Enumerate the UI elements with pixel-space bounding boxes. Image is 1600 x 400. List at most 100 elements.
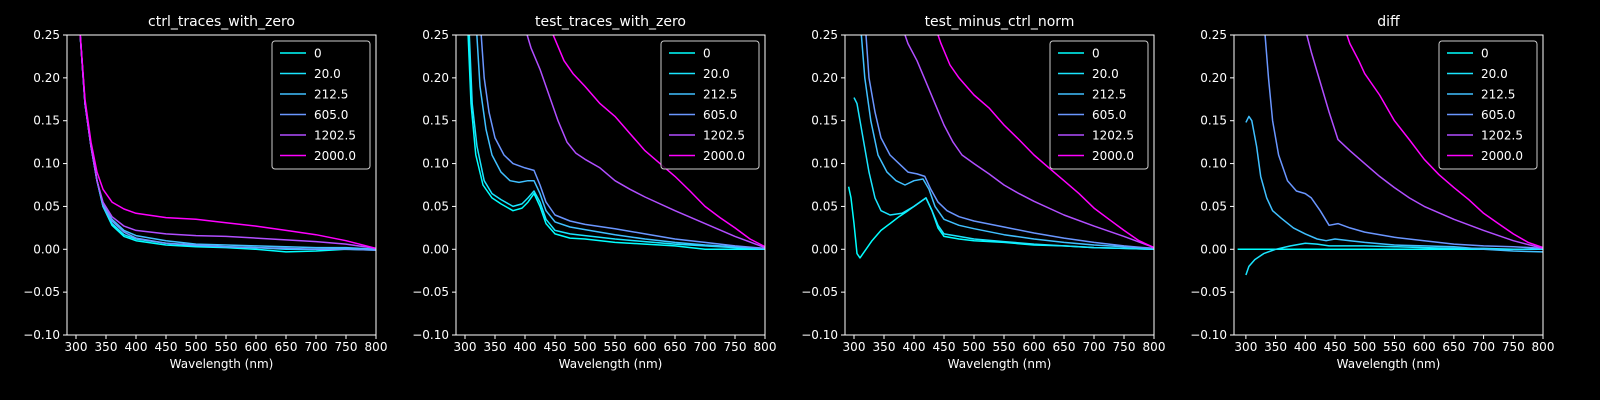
x-tick-label: 400 bbox=[903, 340, 926, 354]
y-tick-label: 0.10 bbox=[811, 157, 838, 171]
series-group bbox=[79, 35, 376, 253]
x-tick-label: 400 bbox=[514, 340, 537, 354]
legend-entry: 2000.0 bbox=[1092, 149, 1134, 163]
x-tick-label: 350 bbox=[484, 340, 507, 354]
legend-entry: 212.5 bbox=[1481, 88, 1515, 102]
x-tick-label: 750 bbox=[1113, 340, 1136, 354]
x-tick-label: 550 bbox=[604, 340, 627, 354]
x-tick-label: 450 bbox=[933, 340, 956, 354]
legend-entry: 212.5 bbox=[1092, 88, 1126, 102]
x-tick-label: 550 bbox=[1383, 340, 1406, 354]
legend-entry: 0 bbox=[703, 47, 711, 61]
legend-entry: 2000.0 bbox=[703, 149, 745, 163]
y-tick-label: 0.10 bbox=[1200, 157, 1227, 171]
legend-entry: 20.0 bbox=[1481, 67, 1508, 81]
x-tick-label: 400 bbox=[125, 340, 148, 354]
x-tick-label: 500 bbox=[185, 340, 208, 354]
axes-frame bbox=[1233, 34, 1544, 336]
legend-entry: 1202.5 bbox=[1092, 129, 1134, 143]
x-tick-label: 500 bbox=[1353, 340, 1376, 354]
x-tick-label: 800 bbox=[1143, 340, 1166, 354]
x-tick-label: 800 bbox=[365, 340, 388, 354]
y-tick-label: 0.05 bbox=[422, 199, 449, 213]
series-line-0 bbox=[467, 35, 765, 251]
x-tick-label: 350 bbox=[1264, 340, 1287, 354]
y-tick-label: 0.05 bbox=[33, 199, 60, 213]
y-tick-label: 0.25 bbox=[33, 28, 60, 42]
x-tick-label: 600 bbox=[1413, 340, 1436, 354]
x-tick-label: 550 bbox=[215, 340, 238, 354]
x-tick-label: 700 bbox=[305, 340, 328, 354]
x-tick-label: 750 bbox=[335, 340, 358, 354]
y-tick-label: 0.15 bbox=[33, 114, 60, 128]
chart-title: diff bbox=[1377, 14, 1400, 30]
y-tick-label: 0.25 bbox=[811, 28, 838, 42]
x-tick-label: 650 bbox=[664, 340, 687, 354]
x-tick-label: 450 bbox=[1324, 340, 1347, 354]
legend-entry: 605.0 bbox=[1092, 108, 1126, 122]
series-line-605-0 bbox=[865, 35, 1154, 250]
legend: 0 20.0 212.5 605.0 1202.5 2000.0 bbox=[660, 40, 760, 170]
legend-entry: 2000.0 bbox=[1481, 149, 1523, 163]
chart-title: test_traces_with_zero bbox=[535, 14, 686, 30]
chart-panel-4: diff 300 350 400 450 500 550 600 650 700 750 800 −0.… bbox=[1190, 14, 1554, 371]
x-tick-label: 800 bbox=[754, 340, 777, 354]
y-tick-label: 0.15 bbox=[811, 114, 838, 128]
x-tick-label: 300 bbox=[1234, 340, 1257, 354]
x-tick-label: 600 bbox=[245, 340, 268, 354]
series-line-605-0 bbox=[1264, 35, 1543, 250]
axes-frame bbox=[844, 34, 1155, 336]
series-group bbox=[847, 35, 1154, 259]
series-line-2000-0 bbox=[79, 35, 376, 250]
x-axis-label: Wavelength (nm) bbox=[559, 357, 663, 371]
axes-frame bbox=[66, 34, 377, 336]
y-tick-label: −0.05 bbox=[801, 285, 838, 299]
legend-entry: 605.0 bbox=[703, 108, 737, 122]
legend-entry: 20.0 bbox=[703, 67, 730, 81]
y-tick-label: 0.20 bbox=[1200, 71, 1227, 85]
x-tick-label: 700 bbox=[1472, 340, 1495, 354]
series-line-212-5 bbox=[1245, 115, 1543, 253]
legend-entry: 1202.5 bbox=[1481, 129, 1523, 143]
x-tick-label: 300 bbox=[843, 340, 866, 354]
legend-entry: 212.5 bbox=[703, 88, 737, 102]
x-tick-label: 350 bbox=[873, 340, 896, 354]
series-line-212-5 bbox=[860, 35, 1154, 250]
x-tick-label: 350 bbox=[95, 340, 118, 354]
x-tick-label: 400 bbox=[1294, 340, 1317, 354]
x-tick-label: 500 bbox=[963, 340, 986, 354]
legend-entry: 0 bbox=[1092, 47, 1100, 61]
x-tick-label: 800 bbox=[1532, 340, 1555, 354]
y-tick-label: −0.10 bbox=[1190, 328, 1227, 342]
series-line-20-0 bbox=[1245, 242, 1543, 276]
x-tick-label: 700 bbox=[1083, 340, 1106, 354]
x-tick-label: 750 bbox=[1502, 340, 1525, 354]
x-tick-label: 500 bbox=[574, 340, 597, 354]
series-group bbox=[467, 35, 765, 251]
legend-entry: 1202.5 bbox=[314, 129, 356, 143]
x-tick-label: 600 bbox=[1023, 340, 1046, 354]
series-group bbox=[1237, 35, 1543, 276]
y-tick-label: 0.20 bbox=[811, 71, 838, 85]
x-tick-label: 450 bbox=[544, 340, 567, 354]
x-tick-label: 300 bbox=[454, 340, 477, 354]
legend-entry: 605.0 bbox=[314, 108, 348, 122]
series-line-1202-5 bbox=[904, 35, 1154, 249]
series-line-2000-0 bbox=[1346, 35, 1543, 249]
series-line-605-0 bbox=[480, 35, 765, 250]
chart-panel-2: test_traces_with_zero 300 350 400 450 500 550 6… bbox=[412, 14, 776, 371]
x-tick-label: 650 bbox=[275, 340, 298, 354]
legend: 0 20.0 212.5 605.0 1202.5 2000.0 bbox=[271, 40, 371, 170]
legend: 0 20.0 212.5 605.0 1202.5 2000.0 bbox=[1049, 40, 1149, 170]
y-tick-label: 0.10 bbox=[422, 157, 449, 171]
x-tick-label: 650 bbox=[1442, 340, 1465, 354]
y-tick-label: −0.05 bbox=[1190, 285, 1227, 299]
y-tick-label: −0.10 bbox=[412, 328, 449, 342]
x-axis-label: Wavelength (nm) bbox=[170, 357, 274, 371]
series-line-1202-5 bbox=[526, 35, 765, 249]
x-axis-label: Wavelength (nm) bbox=[1337, 357, 1441, 371]
y-tick-label: 0.25 bbox=[1200, 28, 1227, 42]
x-tick-label: 750 bbox=[724, 340, 747, 354]
